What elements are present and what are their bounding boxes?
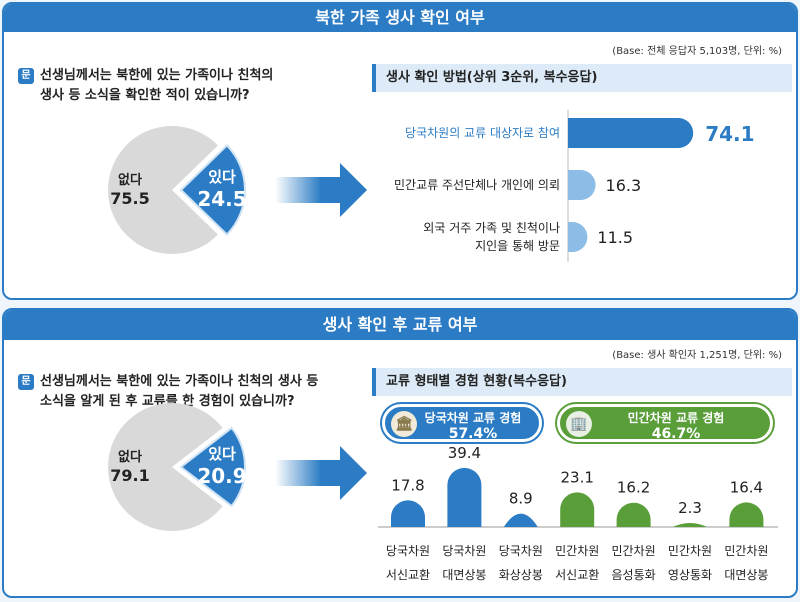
column-category-label: 영상통화 <box>668 568 712 582</box>
column-bar <box>560 492 595 527</box>
pill-value: 57.4% <box>448 426 498 442</box>
column-value: 16.2 <box>617 479 650 497</box>
pill-government: 🏛 당국차원 교류 경험 57.4% <box>382 404 542 442</box>
pie-value-yes: 20.9 <box>197 464 246 488</box>
column-category-label: 민간차원 <box>668 544 712 558</box>
pie-label-no: 없다 <box>118 172 142 188</box>
column-category-label: 서신교환 <box>555 568 599 582</box>
pie-label-yes: 있다 <box>208 445 236 463</box>
bar <box>568 222 588 252</box>
bar-category-label: 외국 거주 가족 및 친척이나 <box>423 221 560 235</box>
pie-value-no: 79.1 <box>110 466 149 485</box>
column-value: 39.4 <box>448 444 481 462</box>
pie-label-yes: 있다 <box>208 168 236 186</box>
section-subtitle: 교류 형태별 경험 현황(복수응답) <box>372 368 792 396</box>
pie-value-yes: 24.5 <box>197 187 246 211</box>
arrow-icon <box>275 163 367 217</box>
section-subtitle: 생사 확인 방법(상위 3순위, 복수응답) <box>372 64 792 92</box>
pie-value-no: 75.5 <box>110 189 149 208</box>
column-bar <box>673 523 707 527</box>
pie-slice-yes <box>179 426 246 508</box>
column-category-label: 당국차원 <box>386 544 430 558</box>
column-bar <box>616 502 651 527</box>
panel-title: 북한 가족 생사 확인 여부 <box>4 4 796 32</box>
column-category-label: 대면상봉 <box>724 568 768 582</box>
pill-private: 🏢 민간차원 교류 경험 46.7% <box>557 404 773 442</box>
column-bar <box>391 500 425 527</box>
column-value: 17.8 <box>391 476 424 494</box>
column-category-label: 당국차원 <box>499 544 543 558</box>
government-building-icon: 🏛 <box>391 411 417 437</box>
bar-category-label: 지인을 통해 방문 <box>475 239 560 253</box>
column-value: 8.9 <box>509 490 533 508</box>
bar-value: 74.1 <box>705 122 754 146</box>
arrow-icon <box>275 446 367 500</box>
column-category-label: 민간차원 <box>555 544 599 558</box>
base-note: (Base: 전체 응답자 5,103명, 단위: %) <box>612 46 782 57</box>
question: 문 선생님께서는 북한에 있는 가족이나 친척의 생사 등 소식을 알게 된 후 … <box>18 372 318 412</box>
question-icon: 문 <box>18 374 34 390</box>
question-line: 선생님께서는 북한에 있는 가족이나 친척의 생사 등 <box>40 374 319 389</box>
bar-category-label: 당국차원의 교류 대상자로 참여 <box>405 126 560 140</box>
column-value: 23.1 <box>560 468 593 486</box>
panel-title: 생사 확인 후 교류 여부 <box>4 310 796 340</box>
bar <box>568 118 694 148</box>
pill-label: 당국차원 교류 경험 <box>424 411 522 425</box>
bar-value: 11.5 <box>597 228 633 247</box>
question-line: 생사 등 소식을 확인한 적이 있습니까? <box>40 88 250 103</box>
pill-value: 46.7% <box>651 426 701 442</box>
pie-label-no: 없다 <box>118 449 142 465</box>
bar <box>568 170 596 200</box>
question-line: 소식을 알게 된 후 교류를 한 경험이 있습니까? <box>40 394 295 409</box>
bar-value: 16.3 <box>606 176 642 195</box>
question: 문 선생님께서는 북한에 있는 가족이나 친척의 생사 등 소식을 확인한 적이 … <box>18 66 273 106</box>
pill-label: 민간차원 교류 경험 <box>627 411 725 425</box>
column-bar <box>447 467 482 527</box>
pie-slice-yes <box>179 144 246 236</box>
column-bar <box>503 513 538 527</box>
column-category-label: 민간차원 <box>724 544 768 558</box>
question-icon: 문 <box>18 68 34 84</box>
pie-slice-no <box>107 403 223 531</box>
office-building-icon: 🏢 <box>566 411 592 437</box>
column-value: 2.3 <box>678 499 702 517</box>
pie-slice-no <box>108 125 218 254</box>
column-category-label: 당국차원 <box>442 544 486 558</box>
column-value: 16.4 <box>730 478 763 496</box>
column-category-label: 화상상봉 <box>499 568 543 582</box>
question-line: 선생님께서는 북한에 있는 가족이나 친척의 <box>40 68 274 83</box>
column-bar <box>729 502 764 527</box>
column-category-label: 음성통화 <box>612 568 656 582</box>
column-category-label: 민간차원 <box>612 544 656 558</box>
column-category-label: 대면상봉 <box>442 568 486 582</box>
column-category-label: 서신교환 <box>386 568 430 582</box>
bar-category-label: 민간교류 주선단체나 개인에 의뢰 <box>394 178 560 192</box>
base-note: (Base: 생사 확인자 1,251명, 단위: %) <box>612 350 782 361</box>
